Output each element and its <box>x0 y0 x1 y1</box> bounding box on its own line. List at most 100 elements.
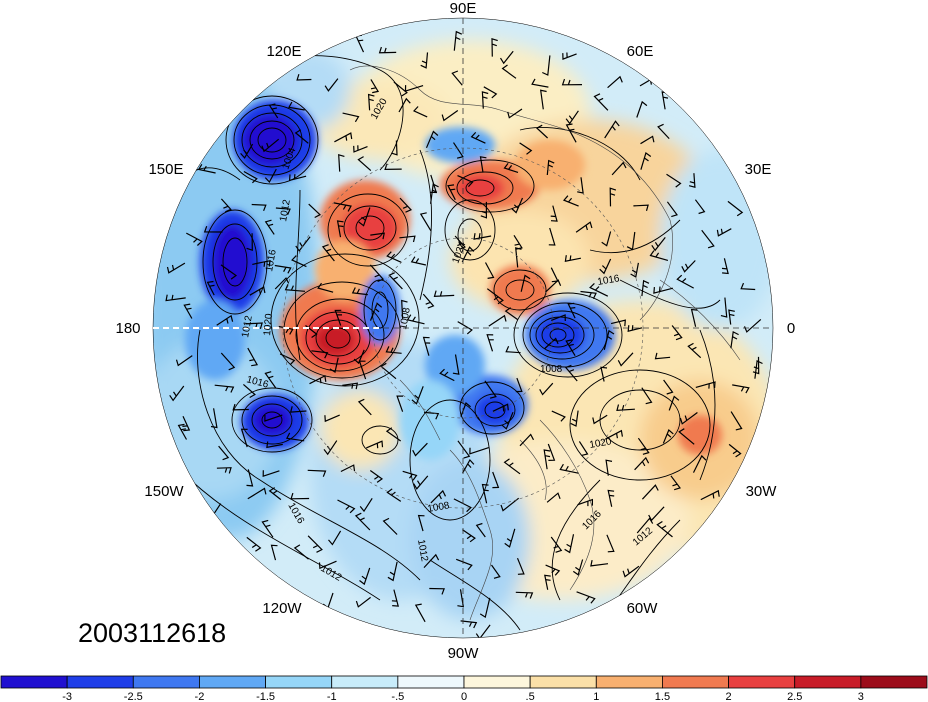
wind-barb <box>543 449 551 470</box>
wind-barb <box>500 497 520 512</box>
wind-barb <box>293 544 309 560</box>
wind-barb <box>641 387 653 405</box>
wind-barb <box>166 262 186 274</box>
wind-barb <box>473 233 492 240</box>
wind-barb <box>601 231 612 247</box>
wind-barb <box>576 591 596 604</box>
colorbar-box <box>0 675 68 689</box>
lon-label-60e: 60E <box>627 43 654 60</box>
colorbar-tick-label: 0 <box>461 691 467 702</box>
wind-barb <box>483 86 498 99</box>
wind-barb <box>359 497 373 513</box>
colorbar-tick-label: -2.5 <box>124 691 143 702</box>
wind-barb <box>507 108 523 119</box>
colorbar-box <box>860 675 928 689</box>
colorbar-tick-label: 1.5 <box>655 691 670 702</box>
wind-barb <box>590 559 609 567</box>
wind-barb <box>264 414 283 422</box>
wind-barb <box>279 353 296 366</box>
wind-barb <box>358 207 371 227</box>
wind-barb <box>342 112 360 123</box>
lon-label-180: 180 <box>115 320 140 337</box>
wind-barb <box>197 164 216 174</box>
wind-barb <box>740 282 756 291</box>
wind-barb <box>288 174 307 182</box>
wind-barb <box>186 232 203 246</box>
wind-barb <box>169 385 185 402</box>
wind-barb <box>651 237 666 252</box>
wind-barb <box>329 357 339 373</box>
wind-barb <box>656 520 673 538</box>
wind-barb <box>183 303 193 319</box>
wind-barb <box>321 244 335 262</box>
wind-barb <box>386 488 402 502</box>
longitude-labels: 90E 60E 30E 0 30W 60W 90W 120W 150W 180 … <box>115 0 795 662</box>
wind-barb <box>284 283 306 292</box>
wind-barb <box>246 469 254 487</box>
wind-barb <box>240 143 254 159</box>
wind-barb <box>334 132 353 143</box>
wind-barb <box>501 64 517 79</box>
wind-barb <box>577 498 593 507</box>
wind-barb <box>679 412 698 425</box>
wind-barb <box>307 469 327 477</box>
wind-barb <box>565 339 576 357</box>
wind-barb <box>386 251 402 263</box>
wind-barb <box>220 198 232 213</box>
wind-barb <box>203 226 223 233</box>
wind-barb <box>542 55 551 76</box>
wind-barb <box>430 183 439 204</box>
wind-barb <box>433 290 455 298</box>
wind-barb <box>342 382 359 390</box>
lon-label-30e: 30E <box>745 161 772 178</box>
wind-barb <box>564 364 578 382</box>
wind-barb <box>730 411 743 431</box>
wind-barb <box>492 403 509 412</box>
wind-barb <box>499 50 514 65</box>
wind-barb <box>391 140 398 156</box>
wind-barb <box>261 519 274 538</box>
wind-barb <box>676 274 694 289</box>
contour-label: 1008 <box>427 500 451 515</box>
wind-barb <box>607 489 615 507</box>
wind-barb <box>562 195 579 207</box>
colorbar-tick-label: 2.5 <box>787 691 802 702</box>
wind-barb <box>439 368 455 382</box>
wind-barb <box>470 131 486 144</box>
wind-barb <box>561 78 583 86</box>
wind-barb <box>486 334 494 352</box>
colorbar-box <box>331 675 399 689</box>
wind-barb <box>357 156 372 172</box>
wind-barb <box>358 360 367 380</box>
wind-barb <box>641 484 659 500</box>
wind-barb <box>544 279 562 293</box>
wind-barb <box>266 441 283 449</box>
colorbar-box <box>463 675 531 689</box>
wind-barb <box>641 279 650 297</box>
wind-barb <box>636 517 654 534</box>
wind-barb <box>357 398 372 416</box>
wind-barb <box>424 411 440 420</box>
colorbar-box <box>265 675 333 689</box>
wind-barb <box>484 380 497 399</box>
wind-barb <box>519 142 533 155</box>
contour-label: 1020 <box>589 436 613 451</box>
wind-barb <box>355 596 371 608</box>
wind-barb <box>457 589 465 608</box>
wind-barb <box>294 129 309 144</box>
wind-barb <box>182 416 191 432</box>
wind-barb <box>565 123 577 143</box>
wind-barb <box>243 383 256 399</box>
wind-barb <box>692 454 707 473</box>
wind-barb <box>307 535 323 553</box>
wind-barb <box>398 97 411 113</box>
colorbar-tick-label: 2 <box>726 691 732 702</box>
wind-barb <box>515 377 523 393</box>
wind-barb <box>721 258 729 275</box>
wind-barb <box>700 489 720 501</box>
wind-barb <box>216 314 234 326</box>
wind-barb <box>479 156 487 173</box>
wind-barb <box>551 410 566 422</box>
wind-barb <box>462 529 476 543</box>
wind-barb <box>604 120 620 139</box>
